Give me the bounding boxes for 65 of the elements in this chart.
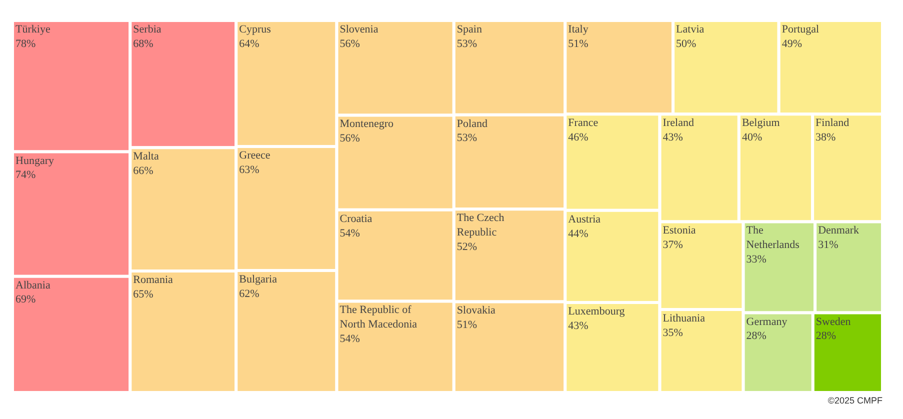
data-label: 66% <box>133 165 154 178</box>
data-label: 53% <box>456 132 478 144</box>
data-label: 53% <box>456 38 478 50</box>
data-label: 54% <box>340 332 360 345</box>
category-label: Croatia <box>340 212 372 225</box>
data-label: 78% <box>16 38 36 50</box>
category-label: Montenegro <box>340 118 394 130</box>
category-label: Serbia <box>133 24 162 36</box>
data-label: 69% <box>16 294 36 306</box>
category-label: Estonia <box>662 224 696 237</box>
category-label: Poland <box>456 118 488 130</box>
data-label: 51% <box>456 319 478 332</box>
data-label: 38% <box>816 132 836 144</box>
data-label: 49% <box>782 38 802 50</box>
data-label: 62% <box>239 288 260 300</box>
category-label: Belgium <box>742 117 780 130</box>
category-label: Albania <box>16 279 50 292</box>
data-label: 43% <box>662 132 683 144</box>
data-label: 56% <box>340 38 360 50</box>
data-label: 35% <box>662 326 683 339</box>
category-label: Cyprus <box>239 24 271 36</box>
category-label: Luxembourg <box>568 306 626 318</box>
data-label: 40% <box>742 132 762 144</box>
category-label: Slovakia <box>456 304 496 317</box>
data-label: 74% <box>16 169 36 182</box>
category-label: Italy <box>568 24 589 36</box>
category-label: Portugal <box>782 24 820 36</box>
category-label: The Republic of North Macedonia <box>340 304 418 331</box>
category-label: The Czech Republic <box>456 212 505 239</box>
data-label: 63% <box>239 164 260 176</box>
category-label: Latvia <box>676 24 704 36</box>
category-label: Malta <box>133 150 159 163</box>
data-label: 65% <box>133 288 154 300</box>
data-label: 28% <box>816 330 836 342</box>
category-label: Denmark <box>818 224 860 237</box>
data-label: 56% <box>340 132 360 145</box>
category-label: Lithuania <box>662 312 706 324</box>
category-label: Türkiye <box>16 24 50 36</box>
category-label: Austria <box>568 213 601 226</box>
data-label: 52% <box>456 240 478 253</box>
category-label: France <box>568 117 598 130</box>
data-label: 43% <box>568 320 588 332</box>
category-label: Ireland <box>662 117 694 130</box>
data-label: 31% <box>818 239 838 252</box>
data-label: 37% <box>662 239 683 252</box>
data-label: 51% <box>568 38 588 50</box>
category-label: Finland <box>816 117 850 130</box>
category-label: Germany <box>746 316 788 328</box>
category-label: Spain <box>456 24 482 36</box>
data-label: 46% <box>568 132 588 144</box>
data-label: 68% <box>133 38 154 50</box>
category-label: Bulgaria <box>239 273 278 286</box>
data-label: 44% <box>568 228 588 240</box>
category-label: The Netherlands <box>746 224 800 252</box>
category-label: Slovenia <box>340 24 378 36</box>
data-label: 50% <box>676 38 696 50</box>
data-label: 54% <box>340 227 360 240</box>
category-label: Hungary <box>16 154 54 167</box>
category-label: Romania <box>133 274 173 286</box>
text: ©2025 CMPF <box>828 396 883 406</box>
data-label: 33% <box>746 254 766 266</box>
category-label: Greece <box>239 149 270 162</box>
data-label: 64% <box>239 38 260 50</box>
data-label: 28% <box>746 330 766 342</box>
category-label: Sweden <box>816 316 852 328</box>
